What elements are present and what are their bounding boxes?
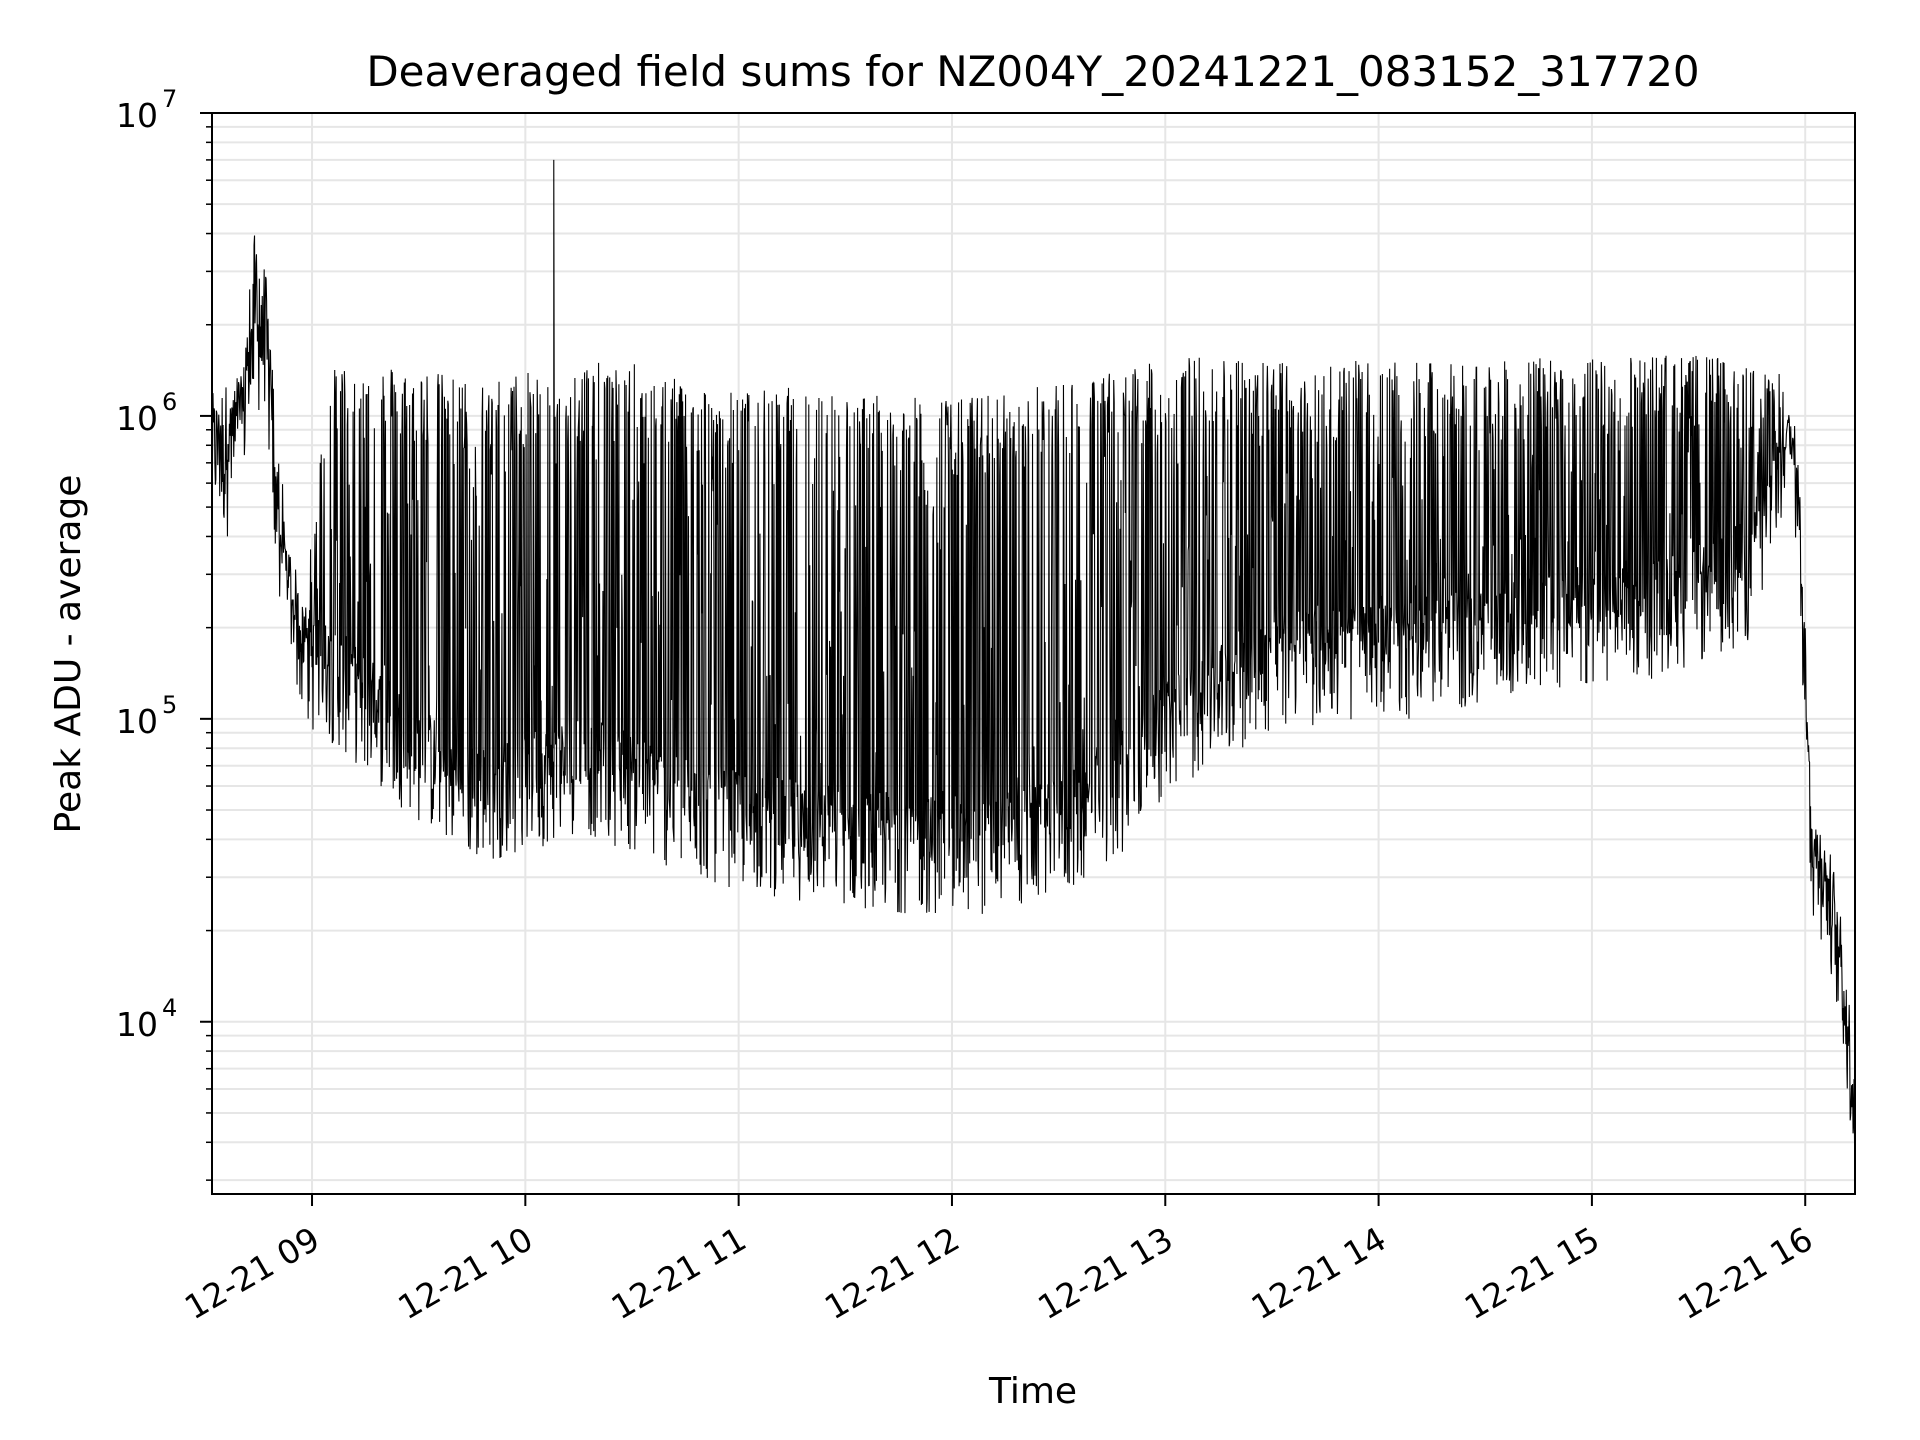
plot-frame	[211, 112, 1856, 1195]
grid	[212, 112, 1855, 1194]
y-tick-label: 10	[116, 399, 158, 438]
y-tick-exponent: 5	[162, 691, 177, 719]
y-tick-label: 10	[116, 702, 158, 741]
y-tick-label: 10	[116, 96, 158, 135]
y-tick-exponent: 7	[162, 85, 177, 113]
y-tick-label: 10	[116, 1005, 158, 1044]
y-tick-exponent: 4	[162, 994, 177, 1022]
y-tick-exponent: 6	[162, 388, 177, 416]
x-axis-label: Time	[988, 1371, 1077, 1412]
plot-area	[212, 159, 1855, 1142]
y-axis-label: Peak ADU - average	[48, 475, 89, 834]
chart-title: Deaveraged field sums for NZ004Y_2024122…	[366, 47, 1699, 96]
series-line-0	[212, 159, 1855, 1142]
